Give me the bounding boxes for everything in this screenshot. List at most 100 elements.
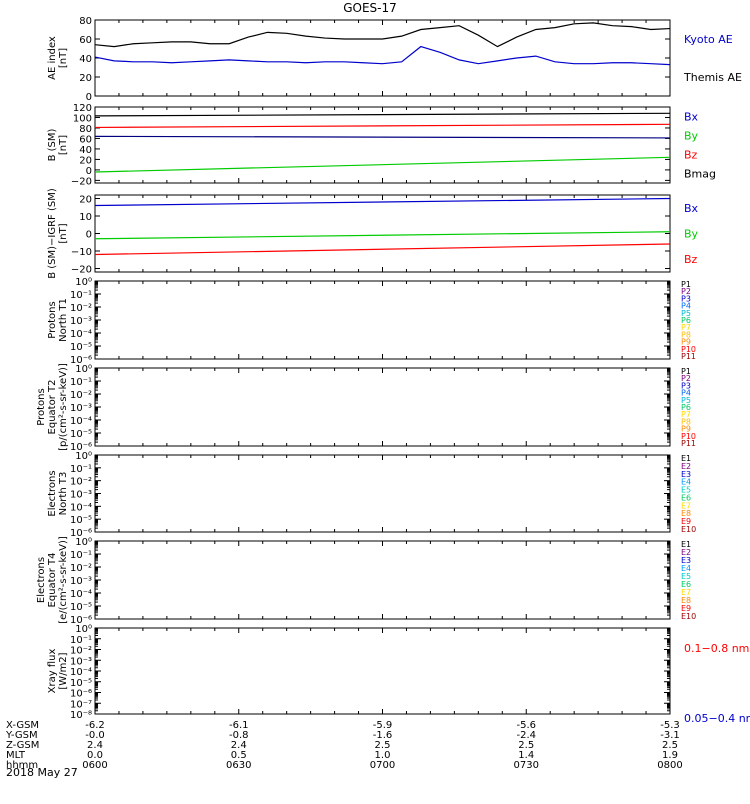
legend-e2: E2 <box>681 548 691 557</box>
panel-3-frame <box>94 194 671 273</box>
legend-xray-long: 0.1−0.8 nm <box>684 642 749 655</box>
ephemeris-label-mlt: MLT <box>6 750 26 761</box>
legend-e10: E10 <box>681 525 696 534</box>
legend-xray-short: 0.05−0.4 nm <box>684 712 750 725</box>
y-tick-label: 10⁻¹ <box>70 290 92 301</box>
y-tick-label: 10⁰ <box>75 451 92 462</box>
y-tick-label: 60 <box>79 35 92 46</box>
legend-p7: P7 <box>681 323 691 332</box>
legend-p5: P5 <box>681 396 691 405</box>
y-tick-label: 10⁰ <box>75 537 92 548</box>
ephemeris-value: -0.0 <box>85 730 105 741</box>
y-tick-label: 10⁻⁶ <box>70 689 92 700</box>
legend-e7: E7 <box>681 501 691 510</box>
legend-by: By <box>684 130 699 143</box>
legend-e4: E4 <box>681 564 691 573</box>
y-tick-label: 10⁻⁶ <box>70 615 92 626</box>
panel-6-ylabel: Electrons <box>47 470 58 516</box>
ephemeris-value: 2.4 <box>87 740 103 751</box>
ephemeris-value: -6.2 <box>85 720 105 731</box>
legend-e1: E1 <box>681 540 691 549</box>
ephemeris-value: -1.6 <box>373 730 393 741</box>
y-tick-label: 10⁻⁴ <box>70 502 92 513</box>
legend-p1: P1 <box>681 280 691 289</box>
legend-e5: E5 <box>681 572 691 581</box>
ephemeris-value: 1.0 <box>375 750 391 761</box>
series-line-kyoto-ae <box>94 22 671 48</box>
legend-e10: E10 <box>681 612 696 621</box>
legend-by: By <box>684 228 699 241</box>
panel-5-ylabel: [p/(cm²-s-sr-keV)] <box>58 363 69 451</box>
series-line-bx <box>94 197 671 207</box>
y-tick-label: 120 <box>73 103 92 114</box>
y-tick-label: 10⁻² <box>70 303 92 314</box>
y-tick-label: 10⁻⁶ <box>70 528 92 539</box>
y-tick-label: 10⁻² <box>70 477 92 488</box>
y-tick-label: 0 <box>86 92 92 103</box>
legend-e2: E2 <box>681 462 691 471</box>
y-tick-label: 10⁻³ <box>70 656 92 667</box>
panel-4-ylabel: Protons <box>47 301 58 338</box>
y-tick-label: −10 <box>71 247 92 258</box>
ephemeris-value: 1.9 <box>662 750 678 761</box>
legend-e6: E6 <box>681 580 691 589</box>
date-label: 2018 May 27 <box>6 766 78 779</box>
y-tick-label: 80 <box>79 124 92 135</box>
y-tick-label: 10⁻⁵ <box>70 678 92 689</box>
y-tick-label: 40 <box>79 54 92 65</box>
y-tick-label: 10⁻⁵ <box>70 515 92 526</box>
y-tick-label: 80 <box>79 16 92 27</box>
panel-7-ylabel: [e/(cm²-s-sr-keV)] <box>58 536 69 624</box>
series-line-by <box>94 123 671 129</box>
y-tick-label: 0 <box>86 166 92 177</box>
legend-bx: Bx <box>684 111 699 124</box>
panel-8-ylabel: Xray flux <box>47 649 58 694</box>
series-line-bz <box>94 135 671 139</box>
y-tick-label: 10⁰ <box>75 624 92 635</box>
y-tick-label: 20 <box>79 73 92 84</box>
y-tick-label: 10⁻¹ <box>70 377 92 388</box>
ephemeris-value: -2.4 <box>516 730 536 741</box>
legend-p8: P8 <box>681 330 691 339</box>
y-tick-label: 10⁻⁵ <box>70 429 92 440</box>
ephemeris-value: -5.6 <box>516 720 536 731</box>
legend-bz: Bz <box>684 149 698 162</box>
legend-p11: P11 <box>681 439 696 448</box>
panel-2-ylabel: [nT] <box>58 135 69 155</box>
panel-2-frame <box>94 106 671 184</box>
y-tick-label: 10⁻⁶ <box>70 442 92 453</box>
legend-p6: P6 <box>681 316 691 325</box>
panel-7-frame <box>94 540 671 620</box>
ephemeris-value: -6.1 <box>229 720 249 731</box>
panel-6-frame <box>94 454 671 533</box>
panel-5-frame <box>94 367 671 447</box>
ephemeris-value: 0.5 <box>231 750 247 761</box>
legend-p2: P2 <box>681 374 691 383</box>
legend-e8: E8 <box>681 596 691 605</box>
series-line-bmag <box>94 156 671 173</box>
ephemeris-value: 0630 <box>226 760 251 771</box>
y-tick-label: 10⁻⁷ <box>70 699 92 710</box>
legend-p6: P6 <box>681 403 691 412</box>
panel-6-ylabel: North T3 <box>58 472 69 516</box>
ephemeris-value: 0600 <box>82 760 107 771</box>
y-tick-label: 10⁻⁴ <box>70 667 92 678</box>
y-tick-label: 10⁻⁵ <box>70 342 92 353</box>
y-tick-label: −20 <box>71 176 92 187</box>
legend-p10: P10 <box>681 432 696 441</box>
ephemeris-label-x-gsm: X-GSM <box>6 720 39 731</box>
y-tick-label: 10⁻² <box>70 646 92 657</box>
legend-e1: E1 <box>681 454 691 463</box>
y-tick-label: 10⁻³ <box>70 316 92 327</box>
legend-p4: P4 <box>681 302 691 311</box>
ephemeris-label-y-gsm: Y-GSM <box>5 730 38 741</box>
legend-kyoto-ae: Kyoto AE <box>684 33 733 46</box>
plot-title: GOES-17 <box>343 1 397 15</box>
panel-7-ylabel: Electrons <box>36 557 47 603</box>
legend-themis-ae: Themis AE <box>683 71 742 84</box>
y-tick-label: 10⁻⁶ <box>70 355 92 366</box>
legend-p3: P3 <box>681 381 691 390</box>
ephemeris-value: 0.0 <box>87 750 103 761</box>
legend-p9: P9 <box>681 425 691 434</box>
